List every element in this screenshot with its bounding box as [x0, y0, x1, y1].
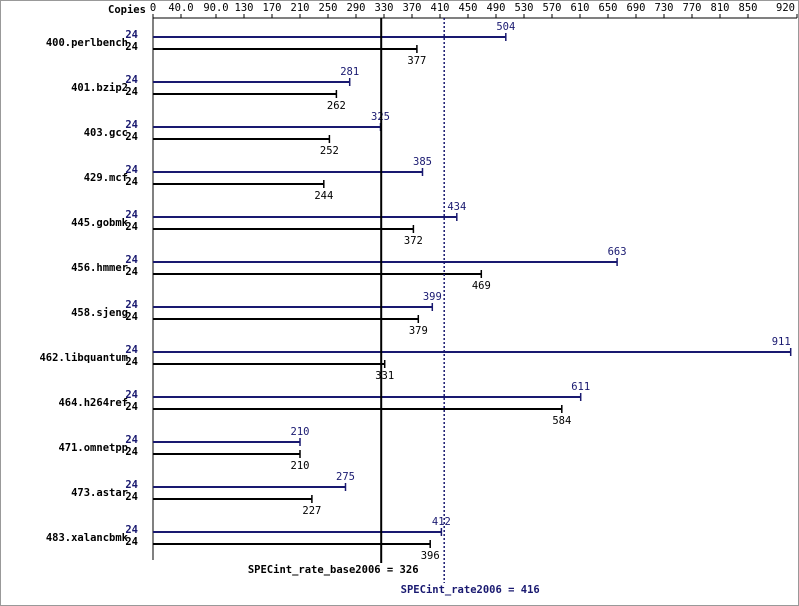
benchmark-label: 458.sjeng	[71, 307, 128, 319]
value-label: 244	[314, 190, 333, 202]
value-label: 911	[772, 336, 791, 348]
copies-label: 24	[125, 479, 138, 491]
x-tick-label: 170	[263, 2, 282, 14]
copies-label: 24	[125, 254, 138, 266]
x-tick-label: 810	[711, 2, 730, 14]
value-label: 281	[340, 66, 359, 78]
x-tick-label: 530	[515, 2, 534, 14]
benchmark-label: 483.xalancbmk	[46, 532, 129, 544]
benchmark-label: 464.h264ref	[58, 397, 128, 409]
x-tick-label: 850	[739, 2, 758, 14]
value-label: 469	[472, 280, 491, 292]
reference-label: SPECint_rate2006 = 416	[401, 584, 540, 596]
copies-label: 24	[125, 164, 138, 176]
value-label: 399	[423, 291, 442, 303]
x-tick-label: 650	[599, 2, 618, 14]
value-label: 227	[302, 505, 321, 517]
copies-label: 24	[125, 491, 138, 503]
value-label: 379	[409, 325, 428, 337]
copies-label: 24	[125, 344, 138, 356]
x-tick-label: 730	[655, 2, 674, 14]
benchmark-label: 445.gobmk	[71, 217, 129, 229]
x-tick-label: 90.0	[203, 2, 228, 14]
value-label: 611	[571, 381, 590, 393]
copies-label: 24	[125, 356, 138, 368]
copies-label: 24	[125, 86, 138, 98]
value-label: 275	[336, 471, 355, 483]
copies-label: 24	[125, 299, 138, 311]
x-tick-label: 40.0	[168, 2, 193, 14]
copies-label: 24	[125, 29, 138, 41]
copies-label: 24	[125, 41, 138, 53]
copies-label: 24	[125, 209, 138, 221]
x-tick-label: 610	[571, 2, 590, 14]
value-label: 504	[496, 21, 515, 33]
copies-label: 24	[125, 446, 138, 458]
copies-label: 24	[125, 389, 138, 401]
x-tick-label: 690	[627, 2, 646, 14]
value-label: 252	[320, 145, 339, 157]
copies-header: Copies	[108, 4, 146, 16]
x-tick-label: 450	[459, 2, 478, 14]
reference-label: SPECint_rate_base2006 = 326	[248, 564, 419, 576]
x-tick-label: 570	[543, 2, 562, 14]
x-tick-label: 290	[347, 2, 366, 14]
x-tick-label: 330	[375, 2, 394, 14]
benchmark-label: 456.hmmer	[71, 262, 128, 274]
x-tick-label: 410	[431, 2, 450, 14]
benchmark-label: 403.gcc	[84, 127, 128, 139]
value-label: 434	[447, 201, 466, 213]
copies-label: 24	[125, 434, 138, 446]
value-label: 663	[608, 246, 627, 258]
value-label: 262	[327, 100, 346, 112]
x-tick-label: 0	[150, 2, 156, 14]
copies-label: 24	[125, 119, 138, 131]
copies-label: 24	[125, 536, 138, 548]
value-label: 385	[413, 156, 432, 168]
x-tick-label: 250	[319, 2, 338, 14]
x-tick-label: 770	[683, 2, 702, 14]
copies-label: 24	[125, 176, 138, 188]
copies-label: 24	[125, 524, 138, 536]
x-tick-label: 370	[403, 2, 422, 14]
x-tick-label: 130	[235, 2, 254, 14]
benchmark-label: 400.perlbench	[46, 37, 128, 49]
benchmark-label: 462.libquantum	[39, 352, 128, 364]
copies-label: 24	[125, 311, 138, 323]
value-label: 210	[291, 426, 310, 438]
value-label: 331	[375, 370, 394, 382]
copies-label: 24	[125, 401, 138, 413]
benchmark-label: 473.astar	[71, 487, 128, 499]
x-tick-label: 210	[291, 2, 310, 14]
copies-label: 24	[125, 131, 138, 143]
value-label: 377	[407, 55, 426, 67]
benchmark-label: 401.bzip2	[71, 82, 128, 94]
value-label: 372	[404, 235, 423, 247]
value-label: 584	[552, 415, 571, 427]
x-tick-label: 490	[487, 2, 506, 14]
copies-label: 24	[125, 74, 138, 86]
copies-label: 24	[125, 221, 138, 233]
x-tick-label: 920	[776, 2, 795, 14]
benchmark-label: 471.omnetpp	[58, 442, 128, 454]
benchmark-label: 429.mcf	[84, 172, 128, 184]
value-label: 396	[421, 550, 440, 562]
value-label: 210	[291, 460, 310, 472]
copies-label: 24	[125, 266, 138, 278]
value-label: 412	[432, 516, 451, 528]
